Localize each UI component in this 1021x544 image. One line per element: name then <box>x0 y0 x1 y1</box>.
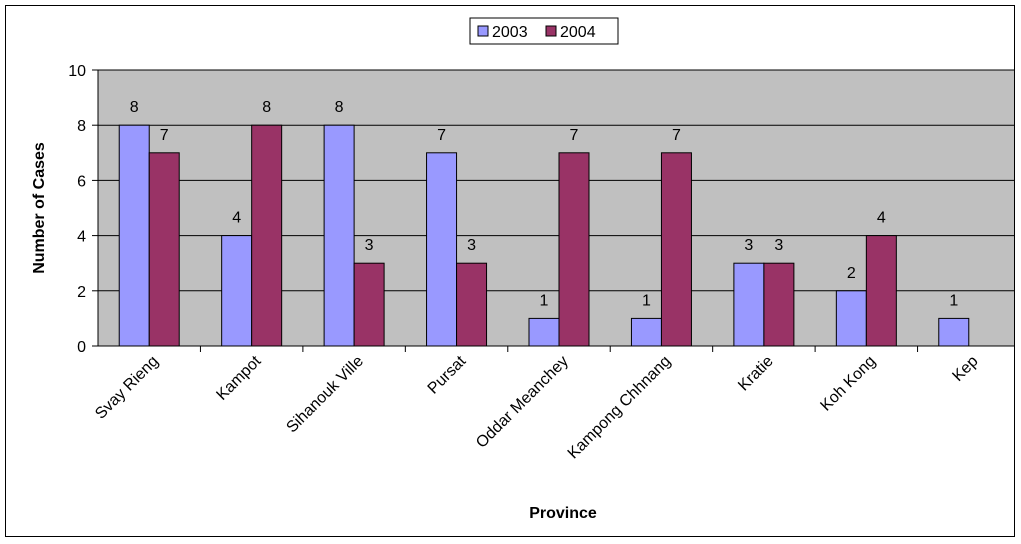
x-tick-label: Pursat <box>425 352 470 397</box>
data-label: 7 <box>672 127 681 144</box>
y-tick-label: 6 <box>77 173 86 190</box>
bar <box>323 124 355 347</box>
y-tick-label: 8 <box>77 118 86 135</box>
bar <box>630 317 662 347</box>
x-tick-label: Svay Rieng <box>92 353 162 423</box>
bar <box>221 235 253 347</box>
data-label: 1 <box>540 292 549 309</box>
data-label: 8 <box>130 99 139 116</box>
bar <box>865 235 897 347</box>
bar <box>528 317 560 347</box>
data-label: 3 <box>744 237 753 254</box>
legend-label: 2003 <box>492 24 528 41</box>
data-label: 7 <box>437 127 446 144</box>
x-tick-label: Kep <box>949 353 981 385</box>
y-tick-label: 2 <box>77 284 86 301</box>
data-label: 1 <box>642 292 651 309</box>
bar <box>733 262 765 347</box>
chart-frame: 0 2 4 6 8 10 8 7 Svay Rieng 4 8 Kampot 8 3 Sihanouk Vi… <box>5 5 1021 537</box>
data-label: 1 <box>949 292 958 309</box>
bar <box>148 152 180 347</box>
x-tick-label: Kampong Chhnang <box>565 353 675 463</box>
legend-swatch <box>545 25 557 37</box>
y-axis-title: Number of Cases <box>31 142 48 274</box>
bar <box>426 152 458 347</box>
data-label: 2 <box>847 265 856 282</box>
bar-chart: 0 2 4 6 8 10 8 7 Svay Rieng 4 8 Kampot 8 3 Sihanouk Vi… <box>31 17 1021 522</box>
data-label: 7 <box>160 127 169 144</box>
x-tick-label: Kratie <box>735 353 777 395</box>
bar <box>118 124 150 347</box>
x-tick-label: Sihanouk Ville <box>283 353 367 437</box>
x-axis-title: Province <box>529 505 597 522</box>
data-label: 3 <box>467 237 476 254</box>
x-tick-label: Oddar Meanchey <box>473 353 572 452</box>
data-label: 8 <box>262 99 271 116</box>
plot-area: 0 2 4 6 8 10 8 7 Svay Rieng 4 8 Kampot 8 3 Sihanouk Vi… <box>68 63 1021 463</box>
bar <box>763 262 795 347</box>
bar <box>938 317 970 347</box>
data-label: 4 <box>232 210 241 227</box>
bar <box>558 152 590 347</box>
x-tick-label: Koh Kong <box>817 353 879 415</box>
legend-swatch <box>477 25 489 37</box>
data-label: 7 <box>570 127 579 144</box>
legend-label: 2004 <box>560 24 596 41</box>
y-tick-label: 0 <box>77 339 86 356</box>
bar <box>251 124 283 347</box>
data-label: 8 <box>335 99 344 116</box>
bar <box>660 152 692 347</box>
y-tick-label: 10 <box>68 63 86 80</box>
bar <box>456 262 488 347</box>
legend: 2003 2004 <box>469 17 619 45</box>
data-label: 4 <box>877 210 886 227</box>
data-label: 3 <box>365 237 374 254</box>
bar <box>353 262 385 347</box>
x-tick-label: Kampot <box>213 352 264 403</box>
data-label: 3 <box>774 237 783 254</box>
y-tick-label: 4 <box>77 229 86 246</box>
bar <box>835 290 867 347</box>
legend-box <box>469 17 619 45</box>
